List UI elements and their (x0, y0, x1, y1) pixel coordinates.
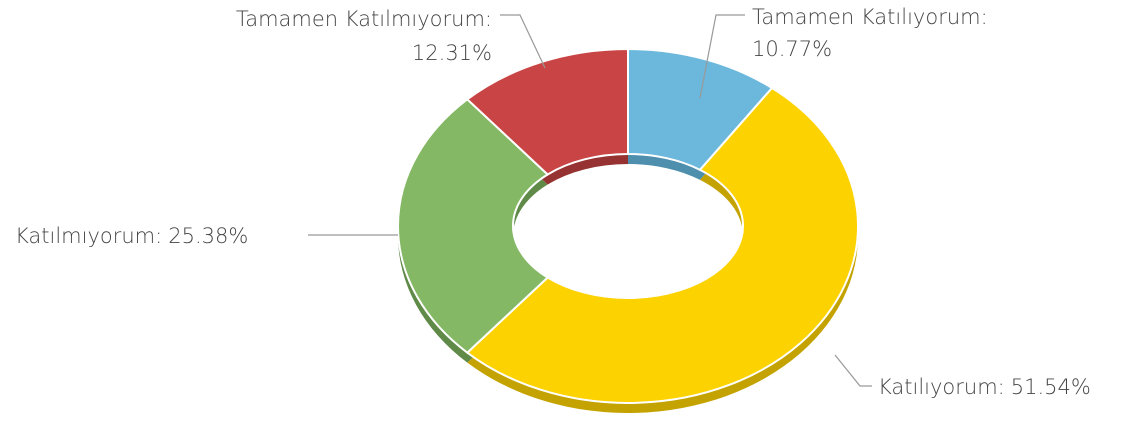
value-label: 51.54% (1011, 375, 1091, 399)
slice (465, 47, 629, 176)
leader-line (699, 14, 745, 99)
slice-label: Katılıyorum: 51.54% (878, 375, 1091, 399)
category-text: Katılmıyorum: (15, 224, 162, 248)
value-label: 12.31% (412, 41, 492, 65)
leader-line (834, 354, 872, 387)
value-label: 25.38% (168, 224, 248, 248)
value-label: 10.77% (752, 37, 832, 61)
leader-line (500, 14, 546, 69)
slice (465, 86, 859, 405)
slice-label: Tamamen Katılıyorum: (752, 5, 988, 29)
slice (397, 98, 550, 354)
category-text: Katılıyorum: (878, 375, 1005, 399)
slice-label: Tamamen Katılmıyorum: (236, 7, 492, 31)
slice-label: Katılmıyorum: 25.38% (15, 224, 248, 248)
